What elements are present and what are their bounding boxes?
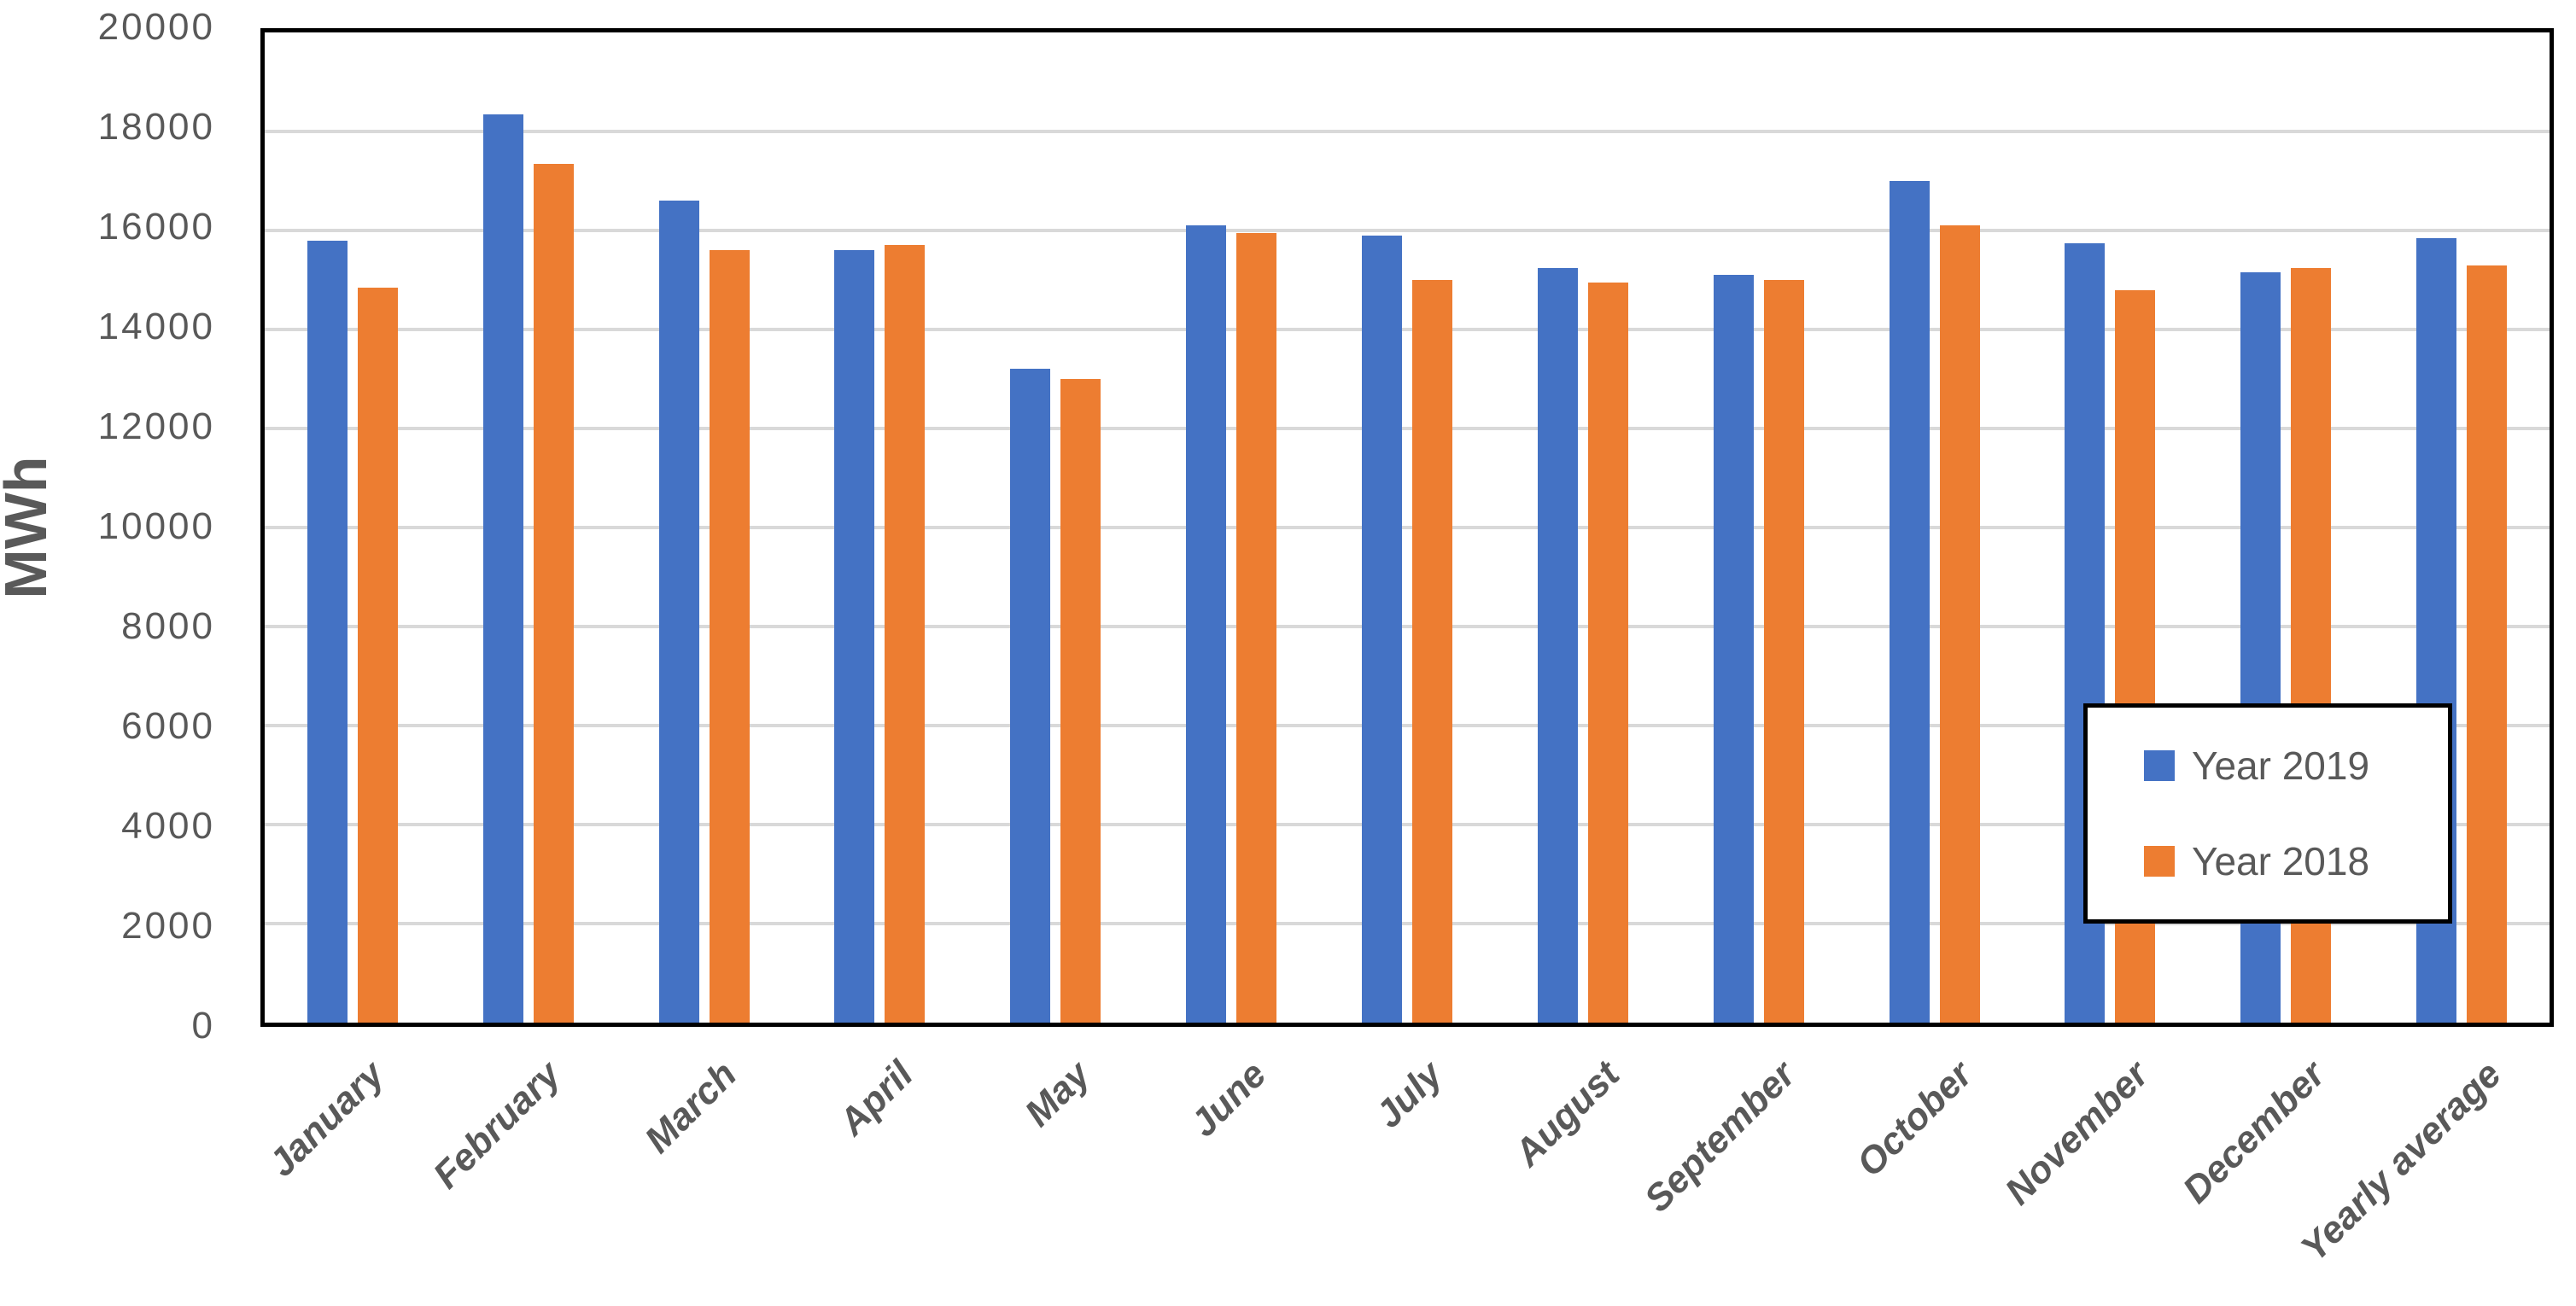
gridline-6000 xyxy=(265,724,2550,727)
x-cell-august: August xyxy=(1495,1031,1672,1306)
bar-year-2018-july xyxy=(1411,280,1452,1023)
bar-year-2018-yearly-average xyxy=(2467,265,2508,1023)
legend-entry-year-2018: Year 2018 xyxy=(2144,838,2439,884)
legend-swatch-year-2019-icon xyxy=(2144,750,2175,781)
x-cell-february: February xyxy=(425,1031,614,1306)
plot-area: Year 2019 Year 2018 xyxy=(260,28,2554,1027)
bar-year-2019-april xyxy=(834,250,875,1023)
bar-year-2019-october xyxy=(1889,181,1930,1023)
y-tick-16000: 16000 xyxy=(97,206,215,248)
gridline-2000 xyxy=(265,922,2550,925)
bar-year-2019-september xyxy=(1713,275,1754,1023)
bar-year-2018-january xyxy=(357,287,398,1023)
bar-year-2019-february xyxy=(482,114,523,1023)
x-label-april: April xyxy=(831,1053,922,1144)
x-cell-may: May xyxy=(966,1031,1142,1306)
x-cell-september: September xyxy=(1637,1031,1849,1306)
x-cell-october: October xyxy=(1848,1031,2024,1306)
gridline-12000 xyxy=(265,427,2550,430)
x-cell-july: July xyxy=(1319,1031,1496,1306)
x-label-october: October xyxy=(1849,1053,1980,1185)
bar-year-2019-june xyxy=(1186,225,1227,1023)
bar-year-2018-september xyxy=(1763,280,1804,1023)
gridline-4000 xyxy=(265,823,2550,826)
x-label-july: July xyxy=(1368,1053,1452,1136)
bar-year-2019-march xyxy=(658,201,699,1023)
legend: Year 2019 Year 2018 xyxy=(2083,703,2452,924)
category-group-may xyxy=(967,32,1143,1023)
legend-label-year-2018: Year 2018 xyxy=(2192,839,2370,883)
bar-year-2018-june xyxy=(1236,232,1277,1023)
gridline-10000 xyxy=(265,526,2550,529)
y-tick-8000: 8000 xyxy=(121,605,215,647)
y-tick-2000: 2000 xyxy=(121,905,215,947)
x-cell-march: March xyxy=(613,1031,790,1306)
y-axis-tick-labels: 0 2000 4000 6000 8000 10000 12000 14000 16000 180… xyxy=(0,0,215,1306)
y-tick-18000: 18000 xyxy=(97,106,215,148)
category-group-september xyxy=(1671,32,1847,1023)
x-label-june: June xyxy=(1183,1053,1275,1146)
bar-year-2019-january xyxy=(307,240,348,1023)
bar-year-2019-may xyxy=(1010,369,1051,1023)
x-label-january: January xyxy=(260,1053,393,1185)
bar-year-2018-october xyxy=(1939,225,1980,1023)
category-group-august xyxy=(1495,32,1671,1023)
legend-swatch-year-2018-icon xyxy=(2144,846,2175,877)
gridline-14000 xyxy=(265,328,2550,331)
bar-year-2019-august xyxy=(1537,267,1578,1023)
x-label-august: August xyxy=(1505,1053,1627,1175)
gridline-18000 xyxy=(265,130,2550,133)
bars-container xyxy=(265,32,2550,1023)
bar-year-2018-may xyxy=(1060,379,1101,1023)
category-group-january xyxy=(265,32,441,1023)
x-cell-january: January xyxy=(260,1031,437,1306)
y-tick-10000: 10000 xyxy=(97,505,215,547)
gridline-16000 xyxy=(265,229,2550,232)
bar-year-2019-july xyxy=(1361,235,1402,1023)
legend-label-year-2019: Year 2019 xyxy=(2192,743,2370,788)
legend-entry-year-2019: Year 2019 xyxy=(2144,743,2439,789)
y-tick-14000: 14000 xyxy=(97,306,215,347)
x-axis-labels: January February March April May June July Augu… xyxy=(260,1031,2554,1306)
x-label-february: February xyxy=(425,1053,570,1197)
x-label-may: May xyxy=(1016,1053,1098,1135)
x-cell-december: December xyxy=(2175,1031,2378,1306)
y-tick-4000: 4000 xyxy=(121,805,215,847)
category-group-october xyxy=(1847,32,2023,1023)
bar-year-2018-february xyxy=(533,163,574,1023)
y-tick-6000: 6000 xyxy=(121,705,215,747)
y-tick-20000: 20000 xyxy=(97,6,215,48)
x-cell-april: April xyxy=(790,1031,967,1306)
bar-year-2018-august xyxy=(1587,282,1628,1023)
category-group-july xyxy=(1319,32,1495,1023)
x-label-march: March xyxy=(637,1053,745,1162)
x-cell-november: November xyxy=(1997,1031,2201,1306)
bar-year-2018-march xyxy=(709,250,750,1023)
category-group-march xyxy=(616,32,792,1023)
category-group-february xyxy=(441,32,616,1023)
gridline-8000 xyxy=(265,625,2550,628)
x-cell-yearly-average: Yearly average xyxy=(2293,1031,2554,1306)
y-tick-0: 0 xyxy=(191,1005,215,1047)
x-cell-june: June xyxy=(1142,1031,1319,1306)
bar-year-2018-april xyxy=(885,245,926,1023)
category-group-june xyxy=(1143,32,1319,1023)
y-tick-12000: 12000 xyxy=(97,405,215,447)
category-group-april xyxy=(792,32,968,1023)
